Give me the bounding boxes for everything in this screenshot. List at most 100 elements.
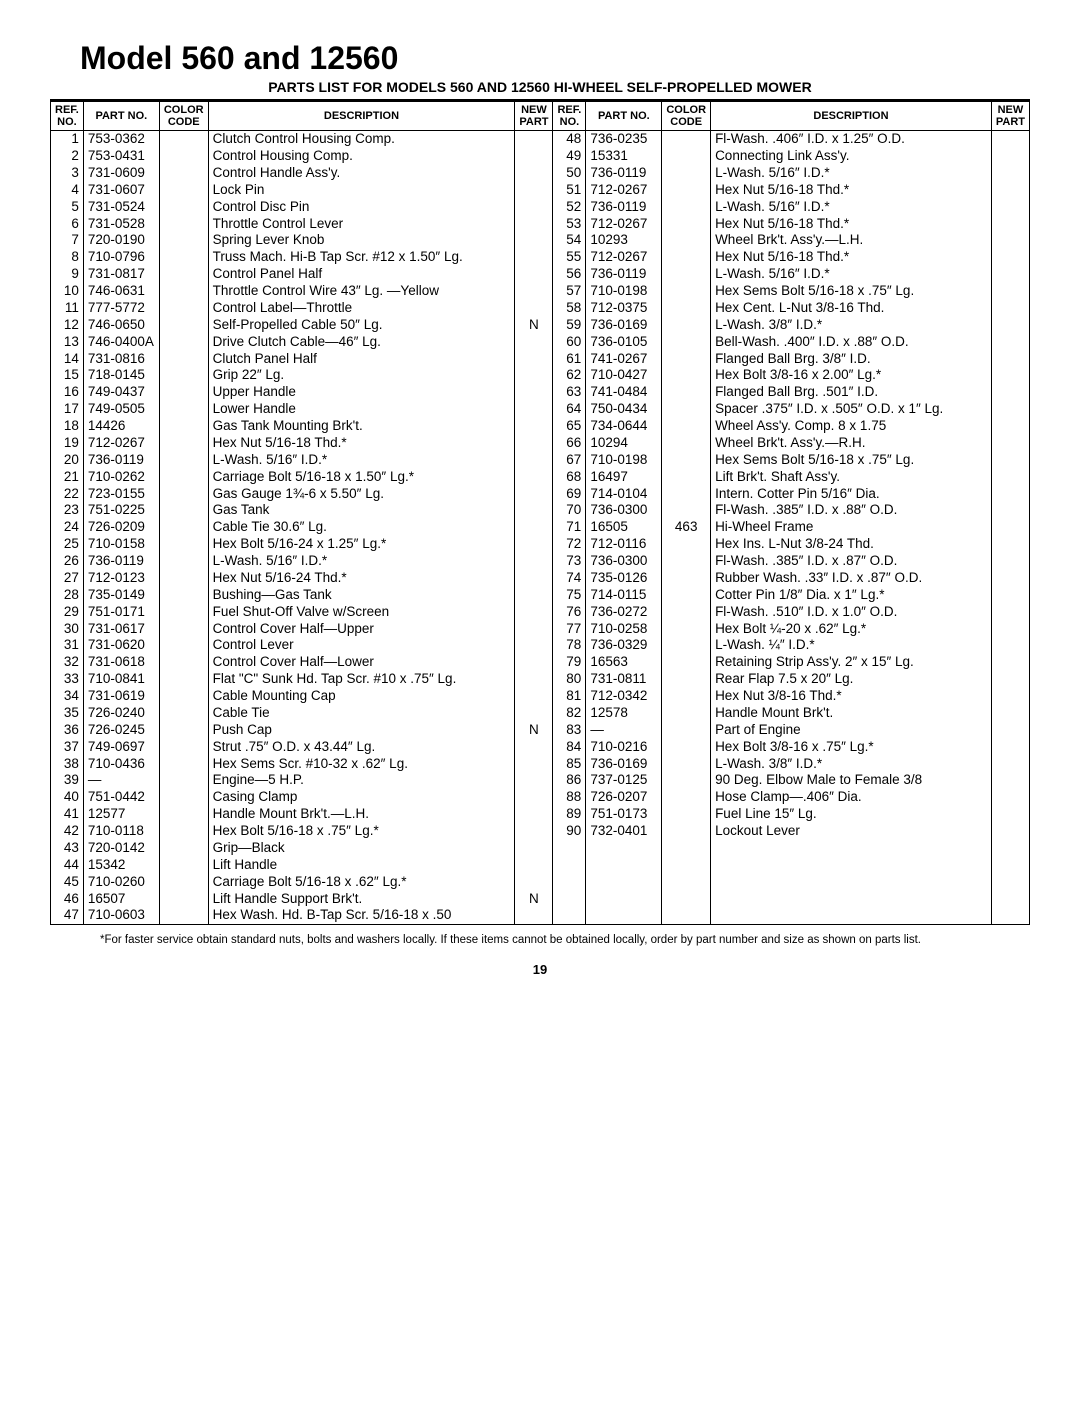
- cell: [159, 772, 208, 789]
- table-row: 24726-0209Cable Tie 30.6″ Lg.7116505463H…: [51, 519, 1030, 536]
- th-new2: NEW PART: [991, 102, 1029, 131]
- cell: [159, 806, 208, 823]
- cell: [515, 907, 553, 924]
- cell: Carriage Bolt 5/16-18 x 1.50″ Lg.*: [208, 469, 515, 486]
- page-title: Model 560 and 12560: [80, 40, 1030, 77]
- cell: L-Wash. 3/8″ I.D.*: [711, 756, 992, 773]
- cell: [515, 739, 553, 756]
- cell: 736-0235: [586, 131, 662, 148]
- cell: 53: [553, 216, 586, 233]
- cell: [515, 384, 553, 401]
- cell: 736-0329: [586, 637, 662, 654]
- cell: 41: [51, 806, 84, 823]
- cell: 43: [51, 840, 84, 857]
- cell: [515, 249, 553, 266]
- cell: N: [515, 891, 553, 908]
- cell: 710-0260: [83, 874, 159, 891]
- cell: [159, 688, 208, 705]
- cell: 712-0267: [83, 435, 159, 452]
- cell: 44: [51, 857, 84, 874]
- cell: 736-0169: [586, 756, 662, 773]
- cell: [662, 216, 711, 233]
- cell: [515, 401, 553, 418]
- cell: [515, 654, 553, 671]
- cell: Part of Engine: [711, 722, 992, 739]
- cell: 736-0300: [586, 553, 662, 570]
- cell: 14426: [83, 418, 159, 435]
- th-ref2: REF. NO.: [553, 102, 586, 131]
- cell: Wheel Brk't. Ass'y.—R.H.: [711, 435, 992, 452]
- footnote: *For faster service obtain standard nuts…: [100, 933, 1030, 948]
- cell: L-Wash. ¼″ I.D.*: [711, 637, 992, 654]
- cell: 72: [553, 536, 586, 553]
- cell: 712-0267: [586, 249, 662, 266]
- cell: Hex Nut 5/16-24 Thd.*: [208, 570, 515, 587]
- table-row: 1753-0362Clutch Control Housing Comp.487…: [51, 131, 1030, 148]
- cell: [515, 148, 553, 165]
- cell: 16505: [586, 519, 662, 536]
- cell: 88: [553, 789, 586, 806]
- cell: [991, 907, 1029, 924]
- cell: 749-0437: [83, 384, 159, 401]
- cell: [662, 334, 711, 351]
- table-row: 4112577Handle Mount Brk't.—L.H.89751-017…: [51, 806, 1030, 823]
- cell: [159, 216, 208, 233]
- cell: [515, 232, 553, 249]
- cell: Hex Nut 5/16-18 Thd.*: [711, 216, 992, 233]
- cell: Control Cover Half—Upper: [208, 621, 515, 638]
- cell: 62: [553, 367, 586, 384]
- cell: [991, 232, 1029, 249]
- cell: [662, 199, 711, 216]
- cell: [515, 300, 553, 317]
- cell: [662, 182, 711, 199]
- cell: [515, 519, 553, 536]
- cell: [662, 637, 711, 654]
- cell: Control Label—Throttle: [208, 300, 515, 317]
- cell: [991, 418, 1029, 435]
- cell: [662, 671, 711, 688]
- cell: [515, 756, 553, 773]
- cell: 8: [51, 249, 84, 266]
- cell: [711, 907, 992, 924]
- cell: 720-0190: [83, 232, 159, 249]
- cell: Lower Handle: [208, 401, 515, 418]
- cell: Cable Tie 30.6″ Lg.: [208, 519, 515, 536]
- cell: 37: [51, 739, 84, 756]
- cell: 710-0436: [83, 756, 159, 773]
- cell: [553, 874, 586, 891]
- th-color2: COLOR CODE: [662, 102, 711, 131]
- cell: [159, 519, 208, 536]
- cell: 18: [51, 418, 84, 435]
- cell: [991, 519, 1029, 536]
- th-color: COLOR CODE: [159, 102, 208, 131]
- cell: [515, 502, 553, 519]
- table-row: 14731-0816Clutch Panel Half61741-0267Fla…: [51, 351, 1030, 368]
- cell: Fl-Wash. .385″ I.D. x .87″ O.D.: [711, 553, 992, 570]
- cell: 60: [553, 334, 586, 351]
- cell: [159, 401, 208, 418]
- cell: Gas Tank Mounting Brk't.: [208, 418, 515, 435]
- cell: [159, 874, 208, 891]
- cell: 15342: [83, 857, 159, 874]
- cell: Clutch Control Housing Comp.: [208, 131, 515, 148]
- table-row: 47710-0603Hex Wash. Hd. B-Tap Scr. 5/16-…: [51, 907, 1030, 924]
- cell: [515, 857, 553, 874]
- cell: 45: [51, 874, 84, 891]
- cell: 732-0401: [586, 823, 662, 840]
- table-row: 26736-0119L-Wash. 5/16″ I.D.*73736-0300F…: [51, 553, 1030, 570]
- cell: 52: [553, 199, 586, 216]
- cell: 54: [553, 232, 586, 249]
- cell: [553, 907, 586, 924]
- table-row: 10746-0631Throttle Control Wire 43″ Lg. …: [51, 283, 1030, 300]
- cell: 7: [51, 232, 84, 249]
- table-row: 34731-0619Cable Mounting Cap81712-0342He…: [51, 688, 1030, 705]
- table-row: 28735-0149Bushing—Gas Tank75714-0115Cott…: [51, 587, 1030, 604]
- cell: [515, 671, 553, 688]
- cell: 720-0142: [83, 840, 159, 857]
- cell: [586, 840, 662, 857]
- cell: Lift Brk't. Shaft Ass'y.: [711, 469, 992, 486]
- cell: [991, 401, 1029, 418]
- cell: L-Wash. 5/16″ I.D.*: [711, 266, 992, 283]
- cell: [159, 418, 208, 435]
- table-row: 37749-0697Strut .75″ O.D. x 43.44″ Lg.84…: [51, 739, 1030, 756]
